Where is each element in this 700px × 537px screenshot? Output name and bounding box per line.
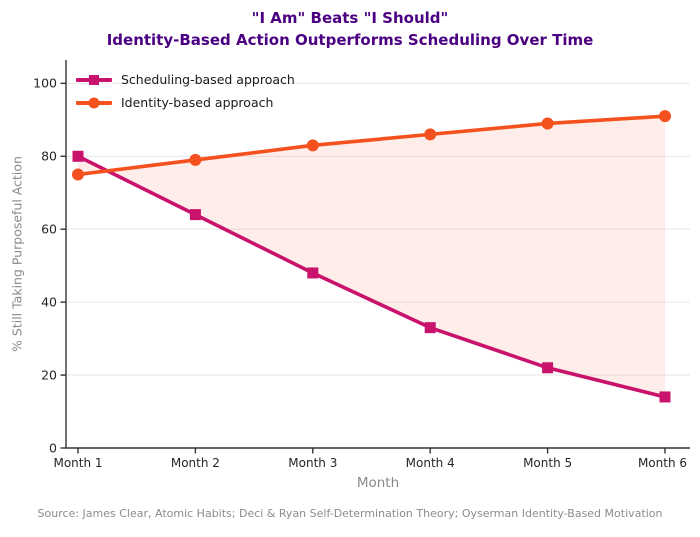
data-point-circle xyxy=(541,117,554,130)
chart-title: "I Am" Beats "I Should" xyxy=(251,9,449,27)
series-line xyxy=(76,154,667,399)
scheduling-line-swatch xyxy=(76,73,112,86)
y-axis-label: % Still Taking Purposeful Action xyxy=(9,156,25,352)
data-point-square xyxy=(542,362,554,374)
y-tick-label: 40 xyxy=(41,294,57,309)
data-point-square xyxy=(72,150,84,162)
identity-line-swatch xyxy=(76,96,112,109)
data-point-circle xyxy=(72,168,84,181)
chart-subtitle: Identity-Based Action Outperforms Schedu… xyxy=(106,31,594,49)
data-point-square xyxy=(659,391,671,403)
data-point-circle xyxy=(189,153,202,166)
series-line xyxy=(76,114,667,177)
x-tick-label: Month 4 xyxy=(406,456,455,470)
x-tick-label: Month 2 xyxy=(171,456,220,470)
x-tick-label: Month 6 xyxy=(638,456,687,470)
legend-label-scheduling: Scheduling-based approach xyxy=(121,72,295,87)
data-point-circle xyxy=(306,139,319,152)
y-tick-label: 20 xyxy=(41,367,57,382)
title-block: "I Am" Beats "I Should" Identity-Based A… xyxy=(0,7,700,51)
x-tick-label: Month 3 xyxy=(288,456,337,470)
y-tick-label: 80 xyxy=(41,149,57,164)
square-marker-icon xyxy=(89,74,99,85)
data-point-circle xyxy=(424,128,437,141)
data-point-square xyxy=(307,267,319,279)
legend-item-identity: Identity-based approach xyxy=(76,91,295,114)
y-tick-label: 60 xyxy=(41,221,57,236)
legend: Scheduling-based approach Identity-based… xyxy=(76,68,295,114)
data-point-square xyxy=(424,322,436,334)
legend-label-identity: Identity-based approach xyxy=(121,95,274,110)
fill-between-region xyxy=(78,116,665,397)
legend-item-scheduling: Scheduling-based approach xyxy=(76,68,295,91)
x-axis-label: Month xyxy=(356,475,400,491)
circle-marker-icon xyxy=(88,97,100,108)
x-tick-label: Month 1 xyxy=(53,456,102,470)
y-tick-label: 100 xyxy=(33,76,57,91)
data-point-square xyxy=(189,209,201,221)
x-tick-label: Month 5 xyxy=(523,456,572,470)
y-tick-label: 0 xyxy=(49,440,57,455)
data-point-circle xyxy=(659,110,671,123)
source-citation: Source: James Clear, Atomic Habits; Deci… xyxy=(37,507,663,520)
